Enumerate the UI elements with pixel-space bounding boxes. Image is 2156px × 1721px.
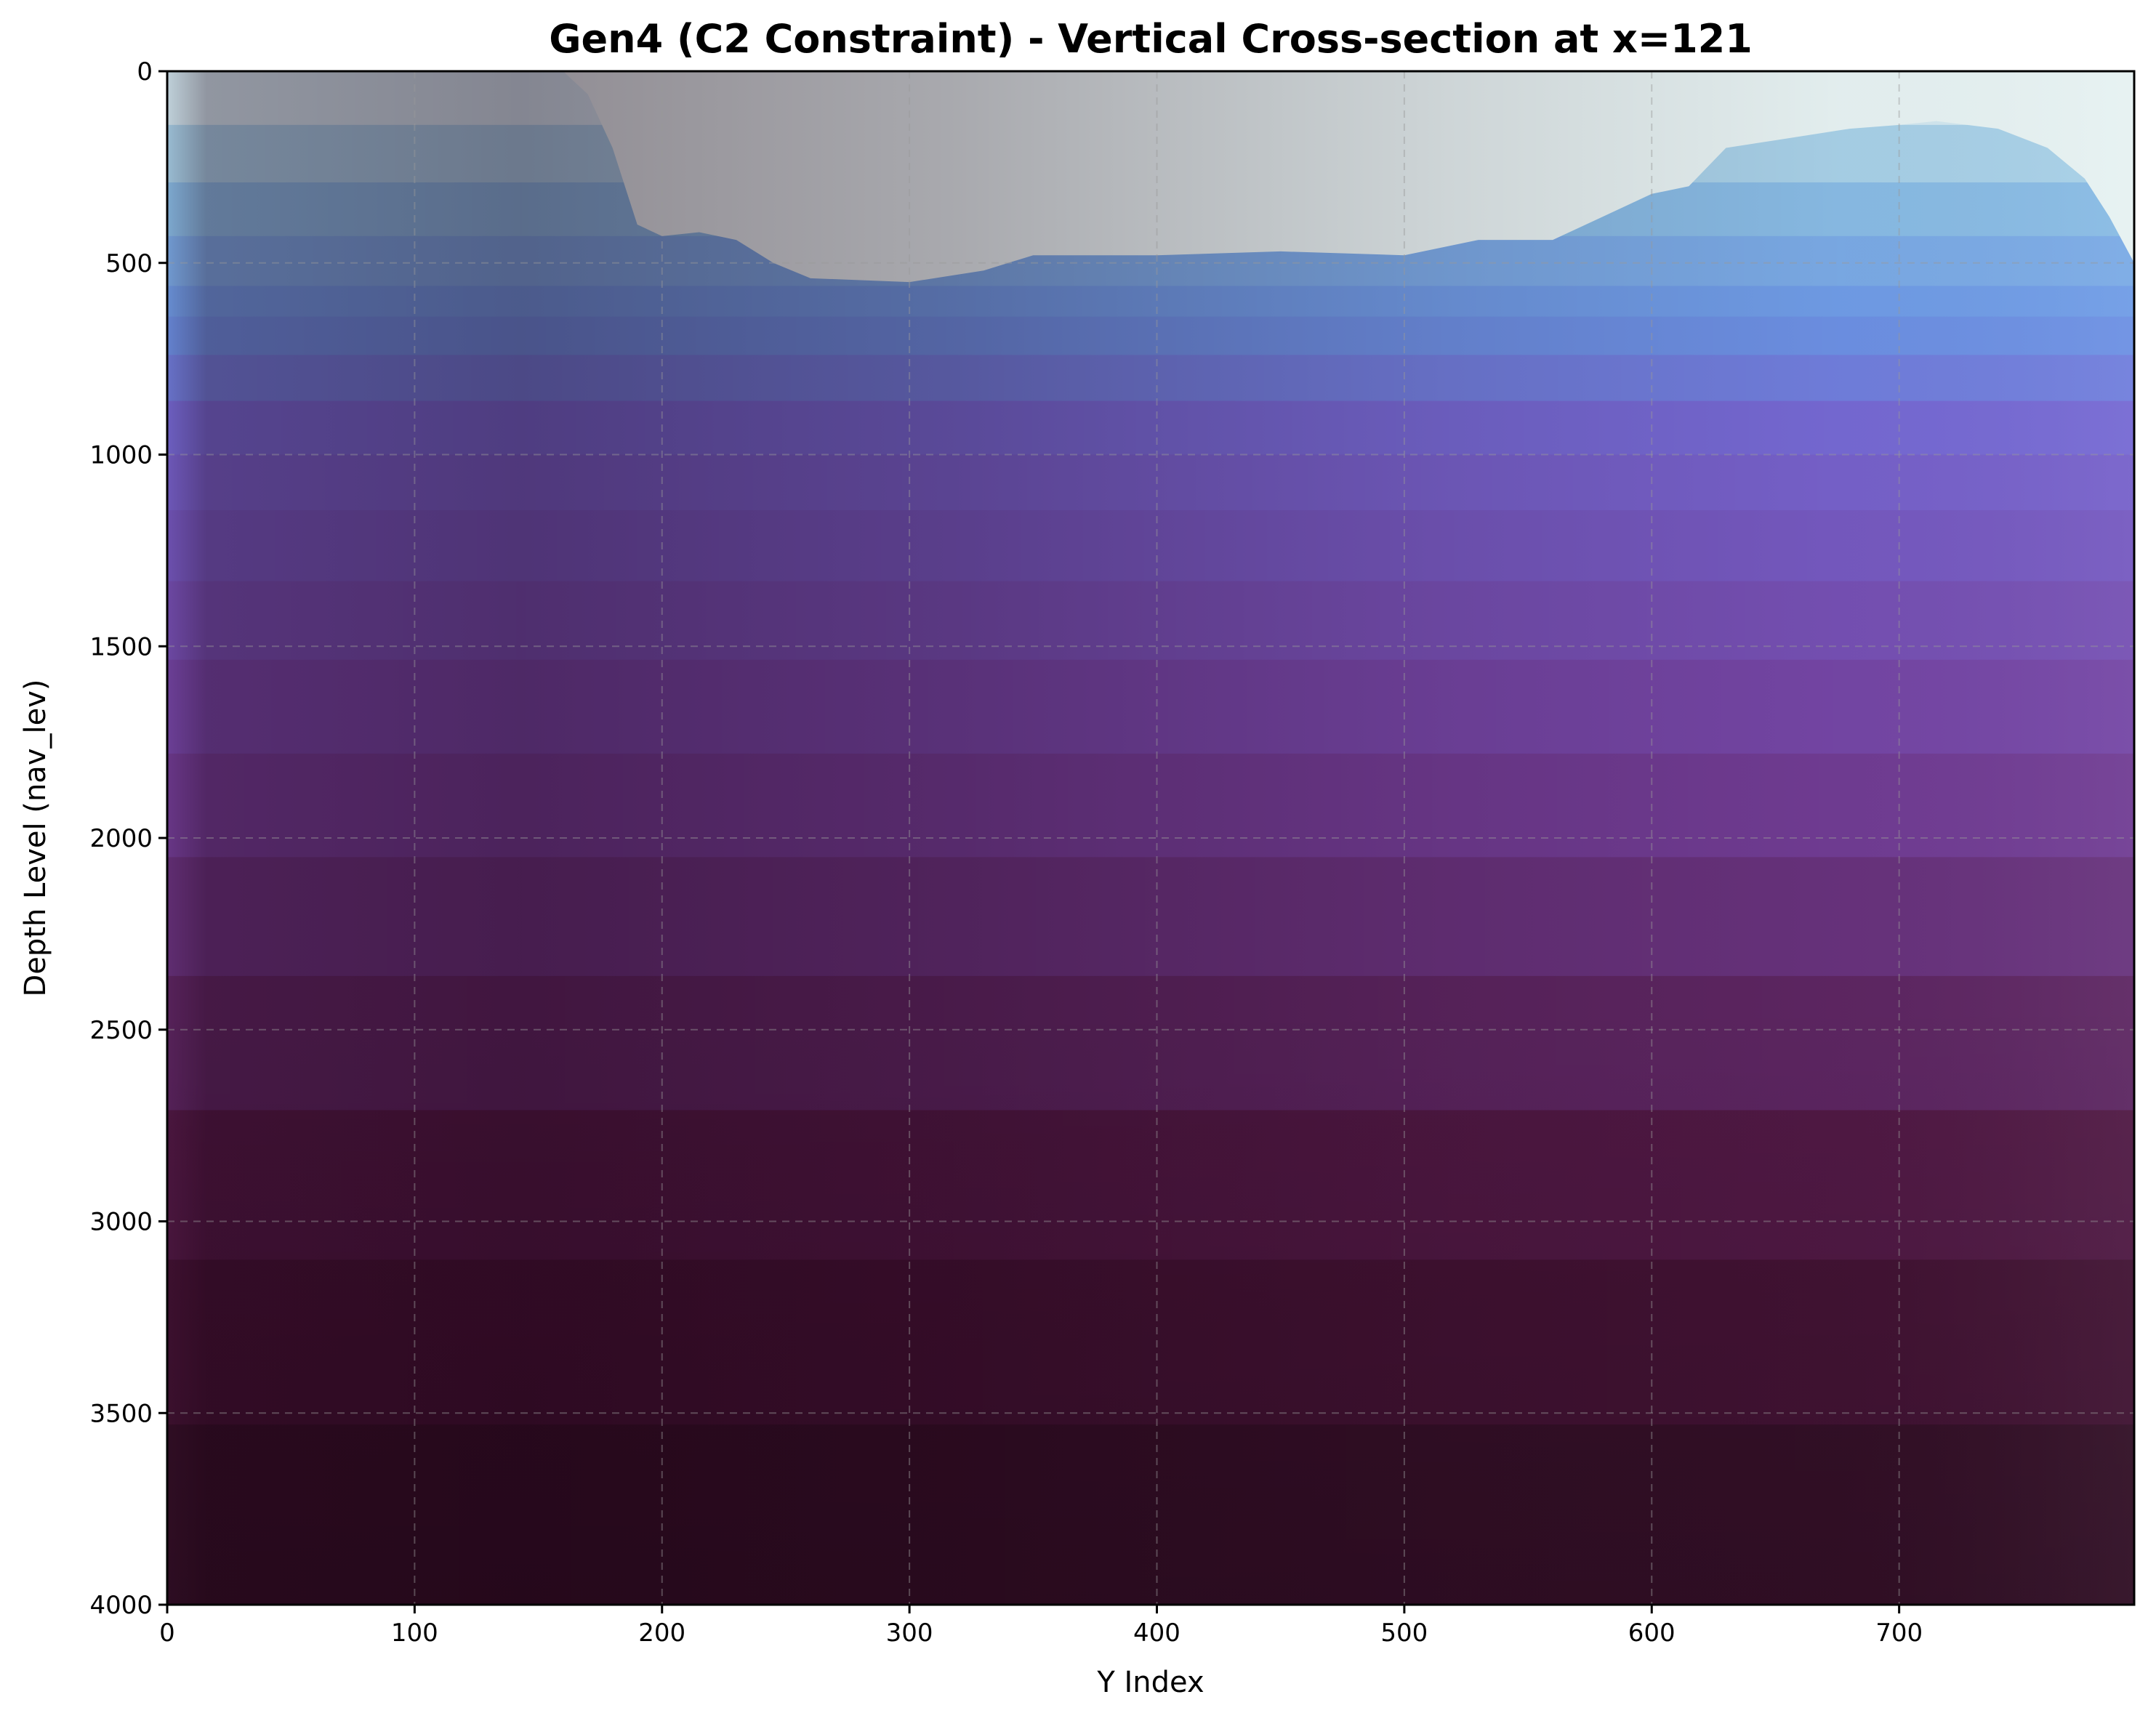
y-tick-label: 2500: [89, 1016, 153, 1045]
chart-title: Gen4 (C2 Constraint) - Vertical Cross-se…: [549, 16, 1753, 62]
y-axis-label: Depth Level (nav_lev): [19, 680, 52, 997]
x-tick-label: 0: [159, 1619, 175, 1648]
y-tick-label: 3000: [89, 1208, 153, 1237]
y-tick-label: 500: [105, 249, 153, 278]
y-tick-label: 0: [137, 57, 153, 86]
x-tick-label: 700: [1875, 1619, 1923, 1648]
x-axis-label: Y Index: [1096, 1666, 1204, 1699]
x-tick-label: 400: [1133, 1619, 1180, 1648]
x-axis-ticks: 0 100 200 300 400 500 600 700: [159, 1605, 1923, 1648]
y-tick-label: 1500: [89, 632, 153, 661]
x-tick-label: 500: [1380, 1619, 1428, 1648]
plot-area: [167, 71, 2134, 1605]
y-tick-label: 2000: [89, 824, 153, 853]
deep-shading-overlay: [167, 71, 2134, 1605]
y-tick-label: 4000: [89, 1591, 153, 1620]
x-tick-label: 200: [638, 1619, 685, 1648]
x-tick-label: 600: [1628, 1619, 1676, 1648]
grid-lines: [167, 71, 2134, 1605]
y-tick-label: 3500: [89, 1399, 153, 1428]
x-tick-label: 100: [391, 1619, 438, 1648]
y-axis-ticks: 0 500 1000 1500 2000 2500 3000 3500 4000: [89, 57, 167, 1620]
x-tick-label: 300: [886, 1619, 933, 1648]
y-tick-label: 1000: [89, 441, 153, 470]
